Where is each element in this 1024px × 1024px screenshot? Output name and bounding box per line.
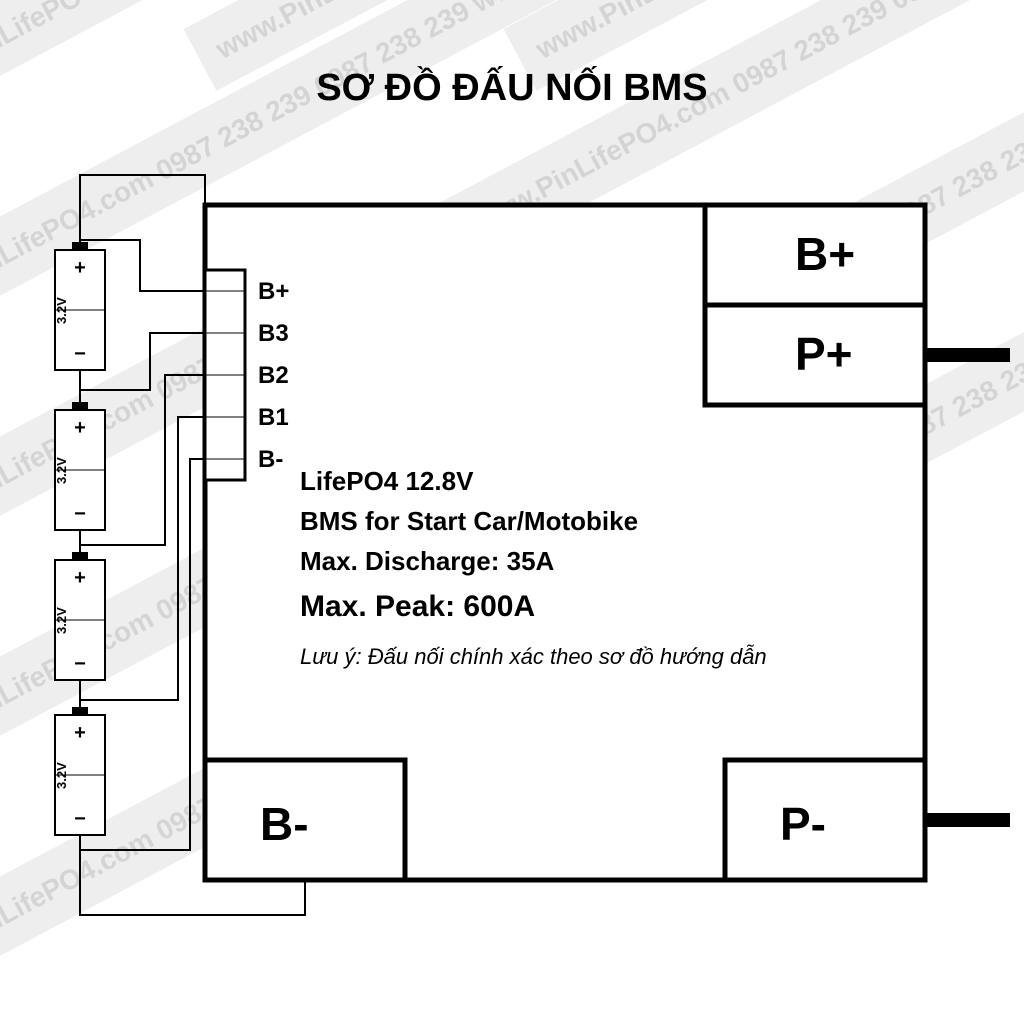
cell-minus: −: [74, 653, 86, 675]
spec-line: LifePO4 12.8V: [300, 466, 474, 496]
label-p-minus: P-: [780, 798, 826, 850]
spec-line: Max. Discharge: 35A: [300, 546, 555, 576]
cell-minus: −: [74, 808, 86, 830]
label-b-plus: B+: [795, 228, 855, 280]
balance-pin-label: B3: [258, 320, 289, 347]
balance-pin-label: B+: [258, 278, 289, 305]
cell-plus: +: [74, 257, 86, 279]
spec-note: Lưu ý: Đấu nối chính xác theo sơ đồ hướn…: [300, 644, 767, 669]
label-b-minus: B-: [260, 798, 309, 850]
diagram-title: SƠ ĐỒ ĐẤU NỐI BMS: [316, 64, 707, 109]
spec-line: Max. Peak: 600A: [300, 590, 535, 623]
cell-plus: +: [74, 567, 86, 589]
balance-pin-label: B1: [258, 404, 289, 431]
cell-plus: +: [74, 722, 86, 744]
cell-minus: −: [74, 503, 86, 525]
balance-pin-label: B2: [258, 362, 289, 389]
label-p-plus: P+: [795, 328, 853, 380]
spec-line: BMS for Start Car/Motobike: [300, 506, 638, 536]
cell-plus: +: [74, 417, 86, 439]
balance-pin-label: B-: [258, 446, 283, 473]
cell-minus: −: [74, 343, 86, 365]
